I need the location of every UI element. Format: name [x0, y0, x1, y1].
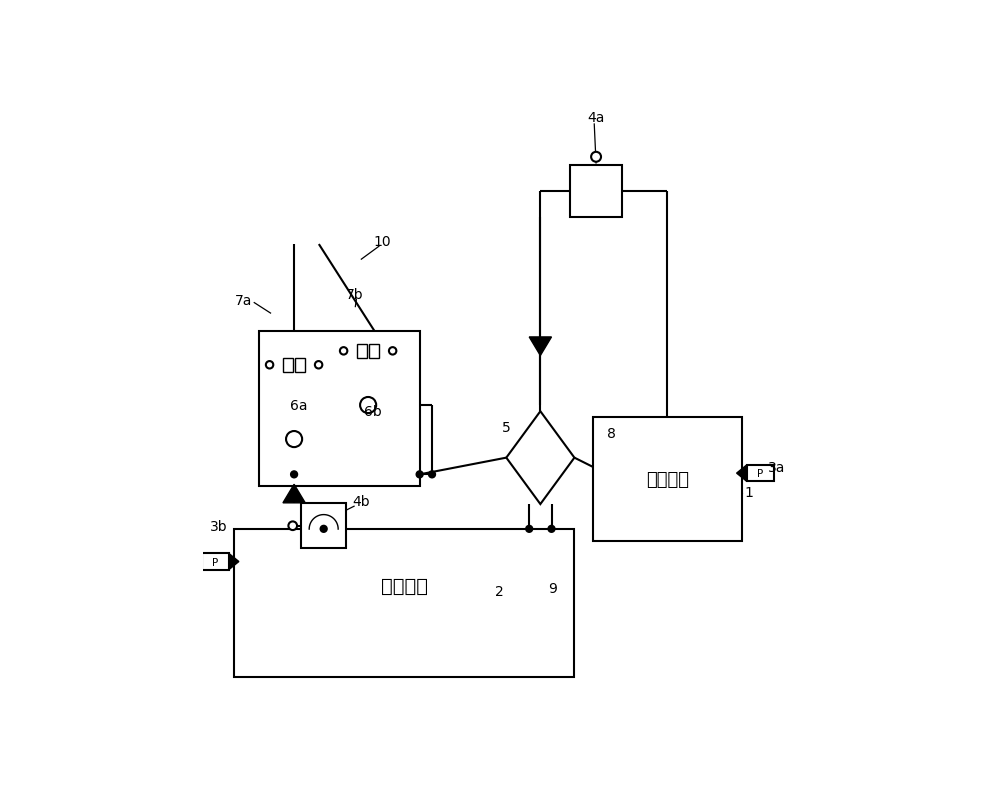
Circle shape — [429, 471, 435, 478]
Polygon shape — [506, 412, 574, 504]
Polygon shape — [737, 466, 747, 482]
Text: 前轴承笱: 前轴承笱 — [646, 471, 689, 489]
Bar — [747, 466, 774, 482]
Circle shape — [591, 153, 601, 162]
Text: 10: 10 — [374, 234, 391, 249]
Bar — [593, 418, 742, 541]
Text: 3b: 3b — [210, 519, 227, 533]
Text: 9: 9 — [548, 581, 557, 595]
Circle shape — [291, 471, 297, 478]
Circle shape — [389, 348, 396, 355]
Circle shape — [288, 522, 297, 531]
Circle shape — [286, 431, 302, 447]
Polygon shape — [229, 554, 239, 570]
Text: P: P — [757, 468, 763, 479]
Circle shape — [548, 526, 555, 532]
Bar — [357, 344, 367, 358]
Text: 2: 2 — [495, 584, 503, 598]
Text: 4a: 4a — [587, 111, 605, 125]
Bar — [301, 503, 346, 548]
Circle shape — [266, 361, 273, 369]
Circle shape — [360, 397, 376, 414]
Bar — [570, 166, 622, 218]
Text: 7b: 7b — [346, 287, 363, 301]
Circle shape — [321, 526, 327, 532]
Bar — [369, 344, 379, 358]
Bar — [202, 554, 229, 570]
Text: 5: 5 — [502, 420, 511, 434]
Text: 7a: 7a — [235, 293, 252, 308]
Text: 8: 8 — [607, 426, 616, 440]
Polygon shape — [529, 337, 552, 356]
Text: 4b: 4b — [352, 495, 370, 508]
Bar — [259, 332, 420, 486]
Text: 6b: 6b — [364, 405, 382, 418]
Circle shape — [417, 471, 423, 478]
Text: 6a: 6a — [290, 398, 308, 413]
Bar — [234, 529, 574, 678]
Text: 1: 1 — [745, 485, 753, 499]
Polygon shape — [283, 485, 305, 503]
Bar — [283, 358, 293, 372]
Circle shape — [340, 348, 347, 355]
Circle shape — [526, 526, 532, 532]
Text: 润滑油筱: 润滑油筱 — [381, 576, 428, 595]
Bar — [295, 358, 305, 372]
Text: 3a: 3a — [768, 460, 785, 475]
Text: P: P — [212, 556, 218, 567]
Circle shape — [315, 361, 322, 369]
